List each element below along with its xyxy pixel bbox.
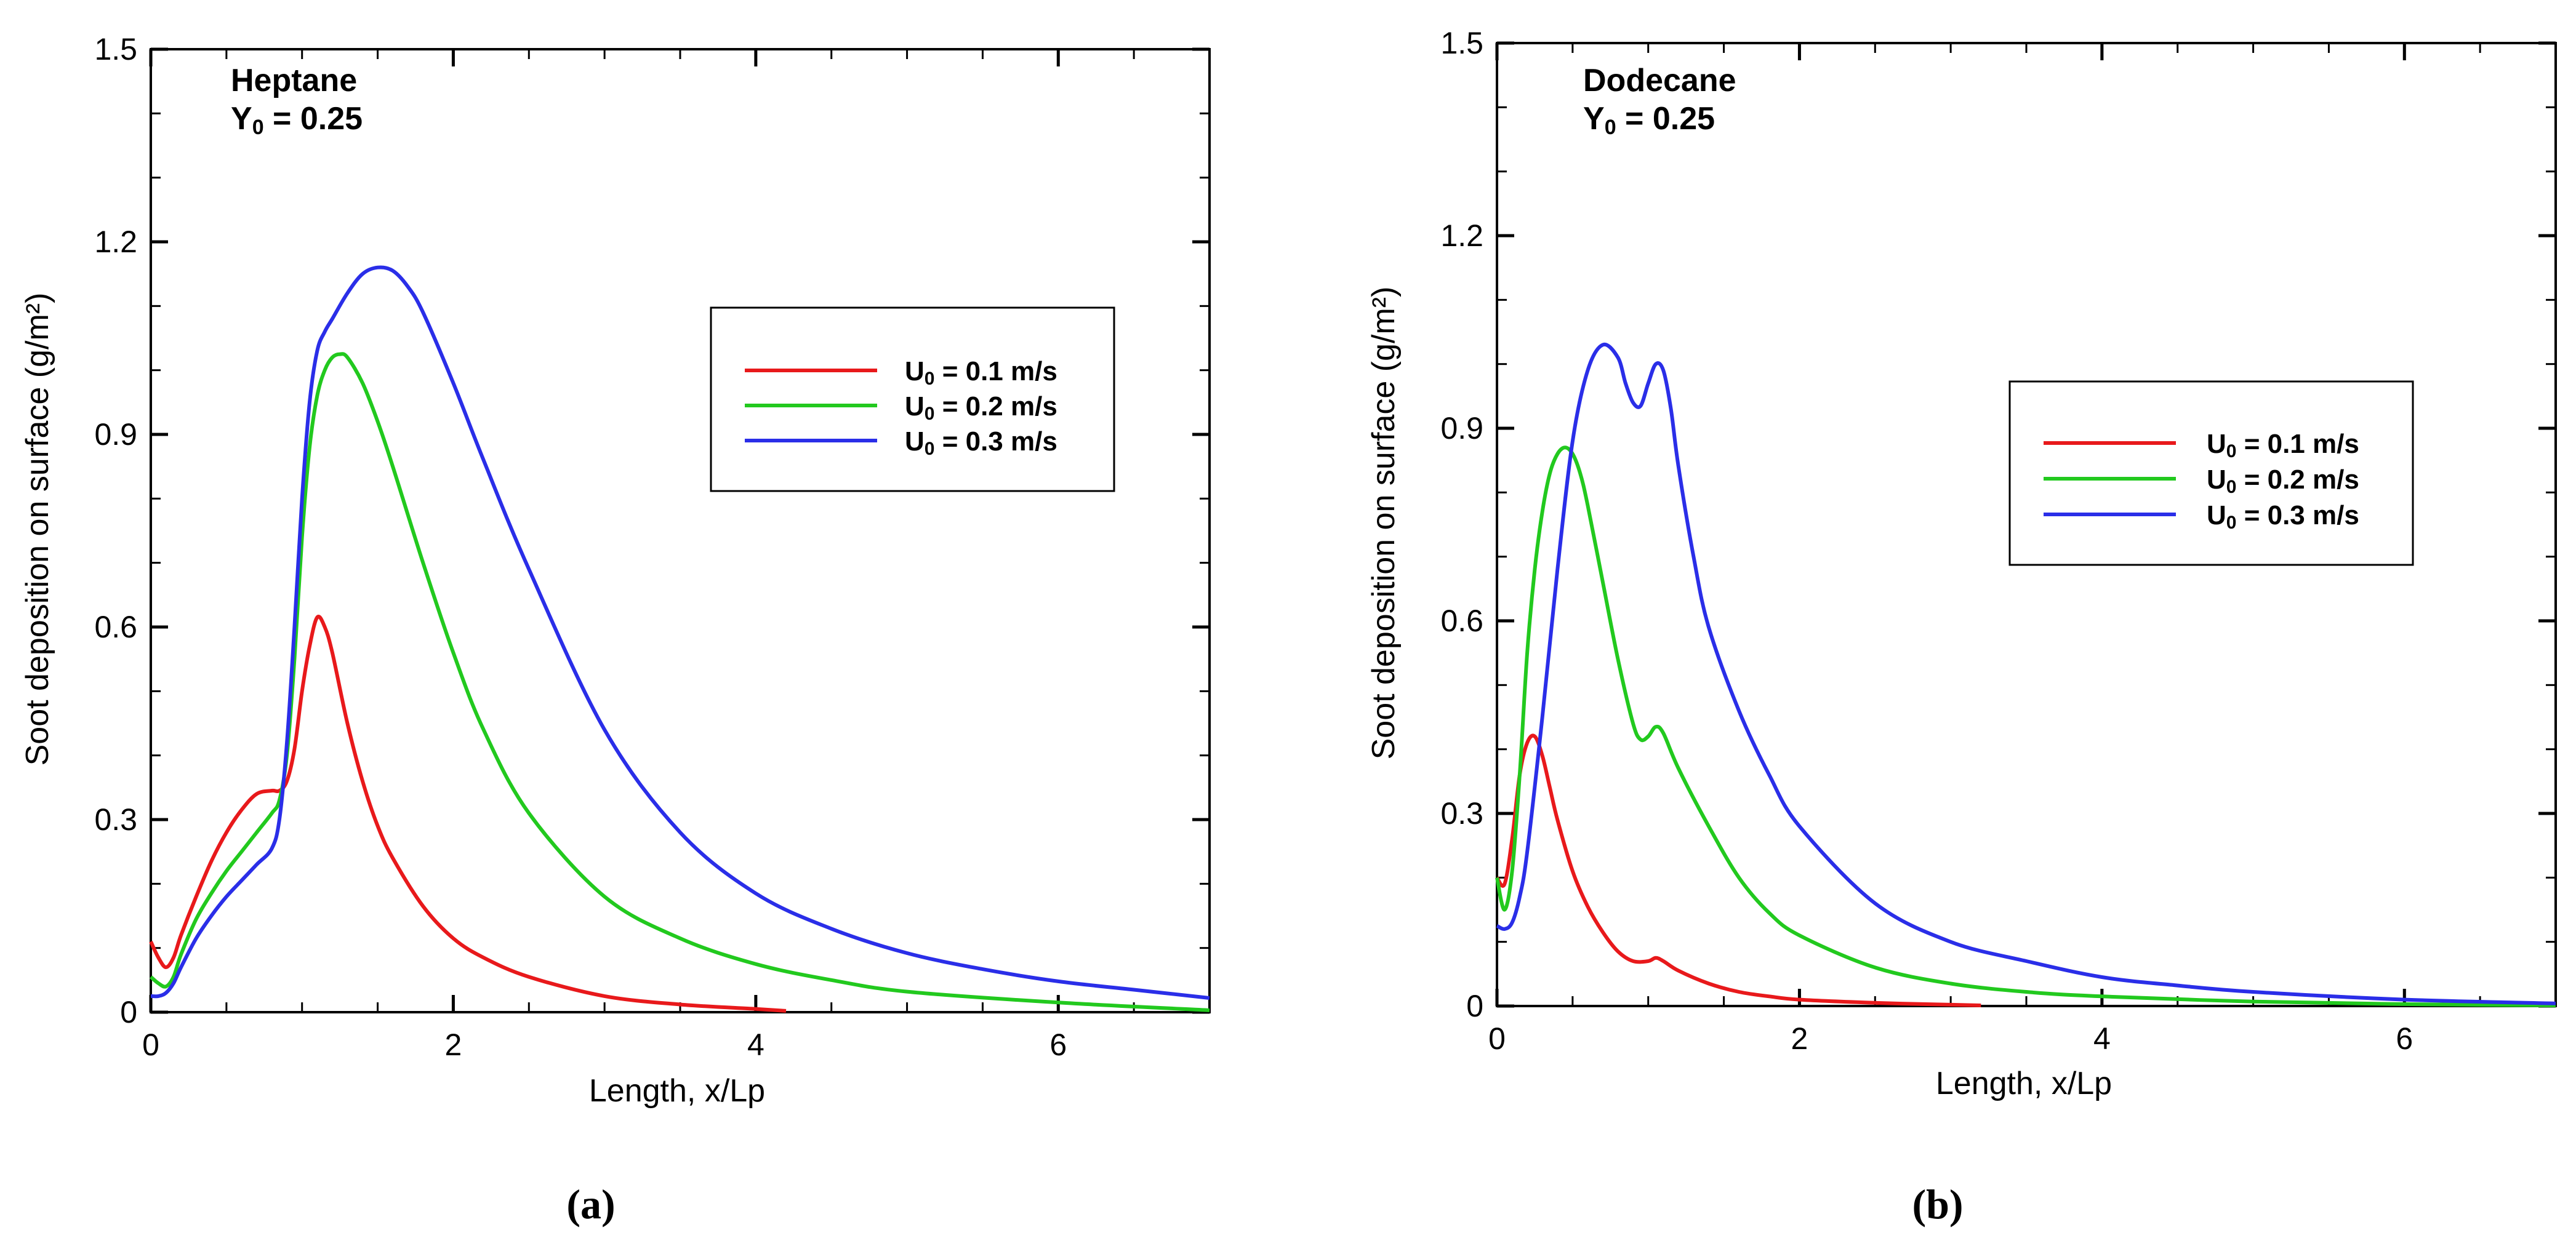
panel-b-x-tick-label: 0 (1488, 1021, 1506, 1056)
panel-a-annotation-y0: Y0 = 0.25 (231, 101, 363, 139)
panel-b-x-tick-label: 4 (2093, 1021, 2111, 1056)
panel-a-series-line-2 (149, 352, 1210, 1012)
panel-b-y-tick-label: 0.6 (1440, 604, 1483, 638)
panel-a-legend-box (710, 306, 1115, 492)
panel-a-series-line-1 (149, 615, 787, 1013)
panel-b-caption: (b) (1912, 1181, 1963, 1228)
panel-a-legend-label-3: U0 = 0.3 m/s (905, 426, 1057, 459)
panel-b-x-axis-label: Length, x/Lp (1936, 1066, 2112, 1101)
panel-a-y-axis-label: Soot deposition on surface (g/m²) (20, 293, 55, 766)
panel-b-y-tick-label: 0.9 (1440, 411, 1483, 445)
panel-b-y-tick-label: 1.5 (1440, 26, 1483, 60)
panel-a-plot-frame (150, 48, 1211, 1013)
panel-a-x-tick-label: 0 (142, 1028, 159, 1062)
panel-b-x-tick-label: 6 (2396, 1021, 2413, 1056)
panel-b-annotation-y0: Y0 = 0.25 (1583, 101, 1715, 139)
panel-a-x-axis-label: Length, x/Lp (589, 1073, 765, 1109)
panel-a-x-tick-label: 6 (1049, 1028, 1067, 1062)
panel-a-y-tick-label: 0.3 (94, 802, 137, 837)
panel-b-legend: U0 = 0.1 m/s U0 = 0.2 m/s U0 = 0.3 m/s (2008, 380, 2414, 566)
panel-a-y-tick-label: 1.5 (94, 32, 137, 66)
panel-a-y-tick-label: 1.2 (94, 225, 137, 259)
panel-b-plot: 0 2 4 6 0 0.3 0.6 0.9 1.2 1.5 (1440, 26, 2557, 1056)
panel-b-legend-label-1: U0 = 0.1 m/s (2207, 429, 2359, 461)
panel-a-x-tick-label: 2 (445, 1028, 462, 1062)
panel-a-legend-label-2: U0 = 0.2 m/s (905, 391, 1057, 424)
panel-a-annotation-title: Heptane (231, 63, 357, 98)
panel-a: 0 2 4 6 0 0.3 0.6 0.9 1.2 1.5 Heptane Y0 = 0.25 L… (20, 32, 1211, 1228)
panel-a-y-tick-label: 0.6 (94, 610, 137, 644)
panel-b-y-tick-label: 1.2 (1440, 218, 1483, 253)
panel-b-annotation-title: Dodecane (1583, 63, 1736, 98)
panel-b: 0 2 4 600.30.60.91.21.5 Dodecane Y0 = 0.25 … (1366, 26, 2557, 1228)
panel-a-legend: U0 = 0.1 m/s U0 = 0.2 m/s U0 = 0.3 m/s (710, 306, 1115, 492)
panel-a-y-tick-label: 0.9 (94, 417, 137, 452)
panel-a-caption: (a) (566, 1181, 615, 1228)
panel-b-y-tick-label: 0 (1466, 989, 1483, 1023)
panel-a-y-tick-label: 0 (120, 995, 137, 1029)
panel-b-series-line-1 (1495, 733, 1981, 1007)
panel-b-y-tick-label: 0.3 (1440, 796, 1483, 831)
panel-b-y-axis-label: Soot deposition on surface (g/m²) (1366, 287, 1402, 760)
panel-a-series-line-3 (150, 265, 1210, 1000)
panel-b-legend-label-3: U0 = 0.3 m/s (2207, 500, 2359, 533)
panel-a-legend-label-1: U0 = 0.1 m/s (905, 356, 1057, 389)
panel-a-x-tick-label: 4 (747, 1028, 764, 1062)
panel-b-legend-box (2008, 380, 2414, 566)
panel-b-x-tick-label: 2 (1791, 1021, 1808, 1056)
panel-b-legend-label-2: U0 = 0.2 m/s (2207, 465, 2359, 497)
panel-b-series-line-2 (1495, 445, 2556, 1007)
panel-a-plot: 0 2 4 6 0 0.3 0.6 0.9 1.2 1.5 (94, 32, 1211, 1062)
panel-b-series-line-3 (1496, 342, 2556, 1005)
